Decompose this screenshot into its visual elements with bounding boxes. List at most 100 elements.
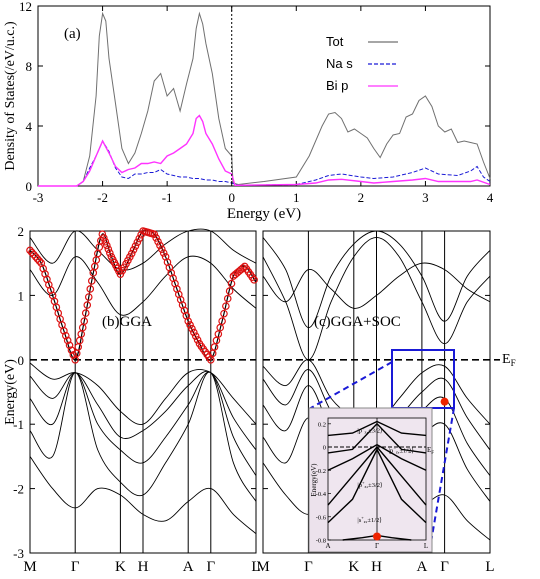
gga-y-tick-label: -3 (13, 546, 24, 561)
inset-state-label-sub: z (396, 449, 398, 454)
dos-x-tick-label: 0 (228, 190, 235, 205)
gga-highlight-marker (190, 328, 198, 337)
gga-highlight-marker (101, 237, 110, 246)
gga-highlight-marker (65, 341, 74, 350)
gga-highlight-marker (129, 245, 138, 254)
gga-highlight-marker (60, 327, 68, 335)
inset-state-label: |s+z,±1/2⟩ (357, 515, 381, 524)
soc-panel-label: (c)GGA+SOC (314, 314, 401, 330)
gga-highlight-marker (223, 294, 232, 303)
gga-highlight-marker (98, 230, 107, 239)
inset-state-label-tail: ,±1/2⟩ (398, 447, 414, 454)
inset-state-label: |p+z,±3/2⟩ (357, 426, 382, 435)
gga-highlight-marker (222, 302, 230, 310)
inset-state-label-main: |p (357, 428, 362, 435)
gga-highlight-marker (100, 234, 108, 242)
gga-highlight-marker (227, 279, 236, 288)
gga-highlight-marker (135, 234, 144, 243)
inset-state-label-sub: z (365, 430, 367, 435)
soc-k-label: A (416, 559, 427, 575)
gga-highlight-marker (106, 249, 114, 257)
dos-x-tick-label: -2 (97, 190, 108, 205)
inset-band-2 (327, 443, 427, 471)
gga-y-tick-label: 1 (18, 288, 25, 303)
gga-k-label: Γ (71, 559, 80, 575)
gga-highlight-marker (186, 321, 194, 329)
gga-band-2 (29, 370, 257, 451)
gga-highlight-marker (159, 249, 168, 257)
gga-highlight-marker (188, 324, 196, 333)
gga-highlight-marker (63, 336, 72, 345)
inset-state-label-main: |s (357, 517, 361, 524)
gga-y-tick-label: 2 (18, 224, 25, 239)
soc-fermi-label-main: E (502, 352, 511, 367)
gga-highlight-marker (131, 242, 140, 250)
gga-k-label: Γ (206, 559, 215, 575)
dos-legend-label-1: Na s (326, 56, 353, 71)
gga-highlight-marker (158, 245, 166, 254)
gga-highlight-marker (239, 264, 247, 272)
gga-k-label: H (138, 559, 149, 575)
inset-x-label: A (325, 542, 330, 550)
soc-k-label: Γ (440, 559, 449, 575)
inset-y-tick-label: -0.2 (316, 468, 326, 475)
gga-band-1 (29, 362, 257, 425)
soc-gamma-marker (440, 397, 449, 406)
dos-series-0 (38, 11, 491, 187)
dos-y-tick-label: 12 (19, 0, 32, 14)
dos-y-axis-label: Density of States(/eV/u.c.) (3, 21, 18, 171)
inset-bands (327, 420, 427, 541)
gga-band-6 (29, 255, 257, 316)
soc-k-label: Γ (304, 559, 313, 575)
dos-y-tick-label: 0 (26, 179, 33, 194)
gga-highlight-marker (156, 241, 164, 250)
soc-fermi-label: EF (502, 352, 516, 368)
gga-highlight-marker (28, 248, 36, 257)
inset-fermi-label-main: E (427, 446, 431, 454)
dos-x-tick-label: -1 (162, 190, 173, 205)
inset-state-label-main: |p (389, 447, 394, 454)
gga-highlight-marker (150, 230, 159, 239)
dos-frame (37, 5, 491, 187)
gga-highlight-marker (184, 317, 193, 325)
dos-legend: Tot Na s Bi p (326, 34, 398, 93)
inset-state-label-sup: + (361, 515, 364, 520)
gga-k-label: A (183, 559, 194, 575)
inset-y-tick-label: -0.6 (316, 514, 327, 521)
gga-y-tick-label: -2 (13, 482, 24, 497)
soc-k-label: H (371, 559, 382, 575)
inset-state-label-tail: ,±3/2⟩ (367, 428, 383, 435)
soc-fermi-label-sub: F (511, 358, 516, 368)
inset-state-label-tail: ,±3/2⟩ (367, 482, 383, 489)
gga-highlight-marker (81, 309, 90, 317)
gga-highlight-marker (74, 343, 83, 351)
gga-highlight-marker (29, 250, 38, 259)
inset-state-label-sup: − (393, 445, 396, 450)
gga-y-tick-label: 0 (18, 353, 25, 368)
soc-k-label: L (485, 559, 494, 575)
gga-highlight-marker (193, 336, 202, 344)
inset-state-labels: |p+z,±3/2⟩|p−z,±1/2⟩|p+z,±3/2⟩|s+z,±1/2⟩ (357, 426, 414, 524)
dos-series-group (38, 11, 491, 187)
gga-highlight-marker (67, 346, 76, 354)
inset-state-label-main: |p (357, 482, 362, 489)
inset-band-4 (327, 447, 427, 524)
inset-fermi-label-sub: F (431, 451, 434, 456)
soc-inset: 0.20-0.2-0.4-0.6-0.8 |p+z,±3/2⟩|p−z,±1/2… (308, 407, 434, 553)
gga-highlight-marker (61, 331, 70, 340)
dos-legend-label-2: Bi p (326, 78, 348, 93)
inset-y-axis-label: Energy(eV) (310, 463, 318, 497)
gga-highlight-marker (104, 245, 113, 254)
inset-fermi-label: EF (427, 446, 434, 456)
gga-k-label: M (23, 559, 36, 575)
gga-highlight-marker (86, 285, 95, 293)
gga-highlight-marker (250, 276, 258, 284)
gga-highlight-marker (191, 332, 200, 340)
dos-series-1 (38, 139, 491, 187)
inset-state-label: |p+z,±3/2⟩ (357, 480, 382, 489)
dos-x-tick-label: 2 (358, 190, 365, 205)
